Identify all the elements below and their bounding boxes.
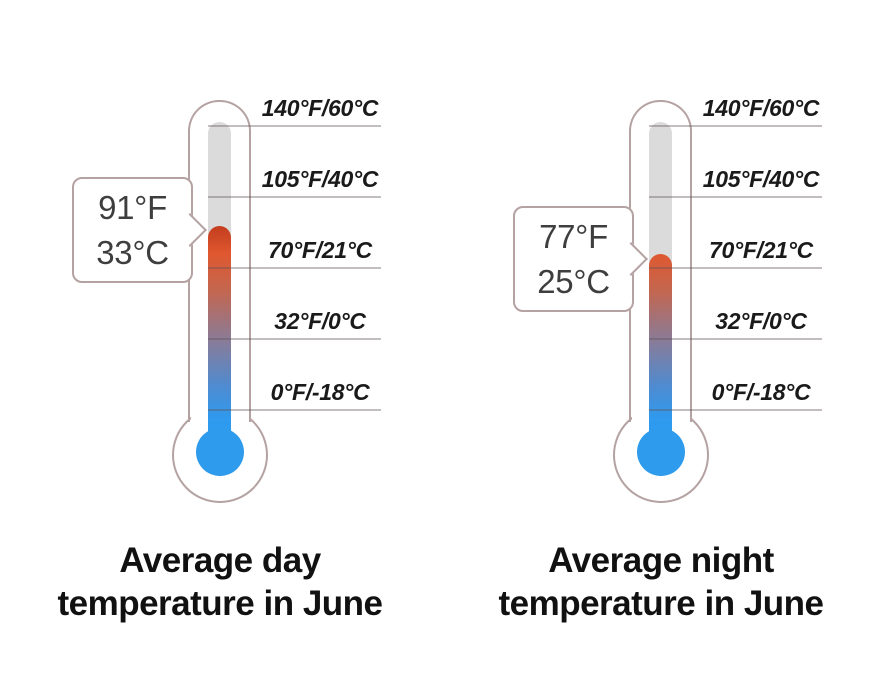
caption-night-line1: Average night [548,541,774,580]
tick-label-70f: 70°F/21°C [709,237,813,263]
mercury-column [649,254,672,452]
mercury-gradient [208,226,231,452]
value-celsius: 25°C [537,263,610,300]
tick-label-0f: 0°F/-18°C [711,379,811,405]
caption-night-line2: temperature in June [498,584,824,623]
tick-label-32f: 32°F/0°C [274,308,366,334]
value-callout-night: 77°F 25°C [513,206,648,312]
mercury-gradient [649,254,672,452]
thermometer-tube [649,122,672,452]
tick-label-140f: 140°F/60°C [261,95,379,121]
value-fahrenheit: 91°F [98,189,167,226]
value-fahrenheit: 77°F [539,218,608,255]
thermometer-bulb [196,428,244,476]
thermometer-tube [208,122,231,452]
tick-label-0f: 0°F/-18°C [270,379,370,405]
thermometer-bulb [637,428,685,476]
tick-label-70f: 70°F/21°C [268,237,372,263]
thermometer-night-panel: 140°F/60°C 105°F/40°C 70°F/21°C 32°F/0°C… [441,0,880,680]
value-celsius: 33°C [96,234,169,271]
value-callout-day: 91°F 33°C [72,177,207,283]
tick-label-105f: 105°F/40°C [261,166,379,192]
thermometer-day-panel: 140°F/60°C 105°F/40°C 70°F/21°C 32°F/0°C… [0,95,440,625]
tick-label-140f: 140°F/60°C [702,95,820,121]
tick-label-105f: 105°F/40°C [702,166,820,192]
caption-day-line2: temperature in June [57,584,383,623]
caption-day: Average day temperature in June [0,539,440,625]
tick-label-32f: 32°F/0°C [715,308,807,334]
caption-night: Average night temperature in June [441,539,880,625]
mercury-column [208,226,231,452]
caption-day-line1: Average day [119,541,321,580]
